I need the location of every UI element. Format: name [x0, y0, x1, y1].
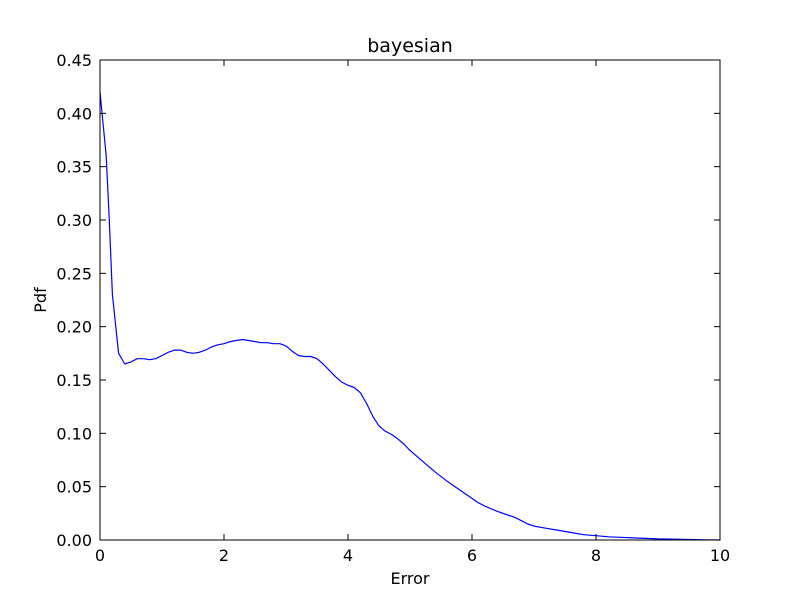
y-tick-label: 0.30 — [56, 211, 92, 230]
y-tick-label: 0.05 — [56, 478, 92, 497]
x-tick-label: 2 — [219, 546, 229, 565]
x-tick-label: 4 — [343, 546, 353, 565]
y-tick-label: 0.15 — [56, 371, 92, 390]
chart-title: bayesian — [367, 35, 453, 57]
y-tick-label: 0.20 — [56, 318, 92, 337]
plot-frame — [99, 59, 721, 541]
y-tick-label: 0.25 — [56, 264, 92, 283]
y-tick-label: 0.00 — [56, 531, 92, 550]
y-axis-label: Pdf — [31, 287, 50, 313]
series-line — [99, 91, 721, 541]
x-axis-label: Error — [391, 569, 430, 588]
x-tick-label: 10 — [710, 546, 730, 565]
y-tick-label: 0.45 — [56, 51, 92, 70]
x-tick-label: 0 — [95, 546, 105, 565]
x-tick-label: 8 — [591, 546, 601, 565]
x-tick-label: 6 — [467, 546, 477, 565]
y-tick-label: 0.35 — [56, 158, 92, 177]
y-tick-label: 0.10 — [56, 424, 92, 443]
y-tick-label: 0.40 — [56, 104, 92, 123]
